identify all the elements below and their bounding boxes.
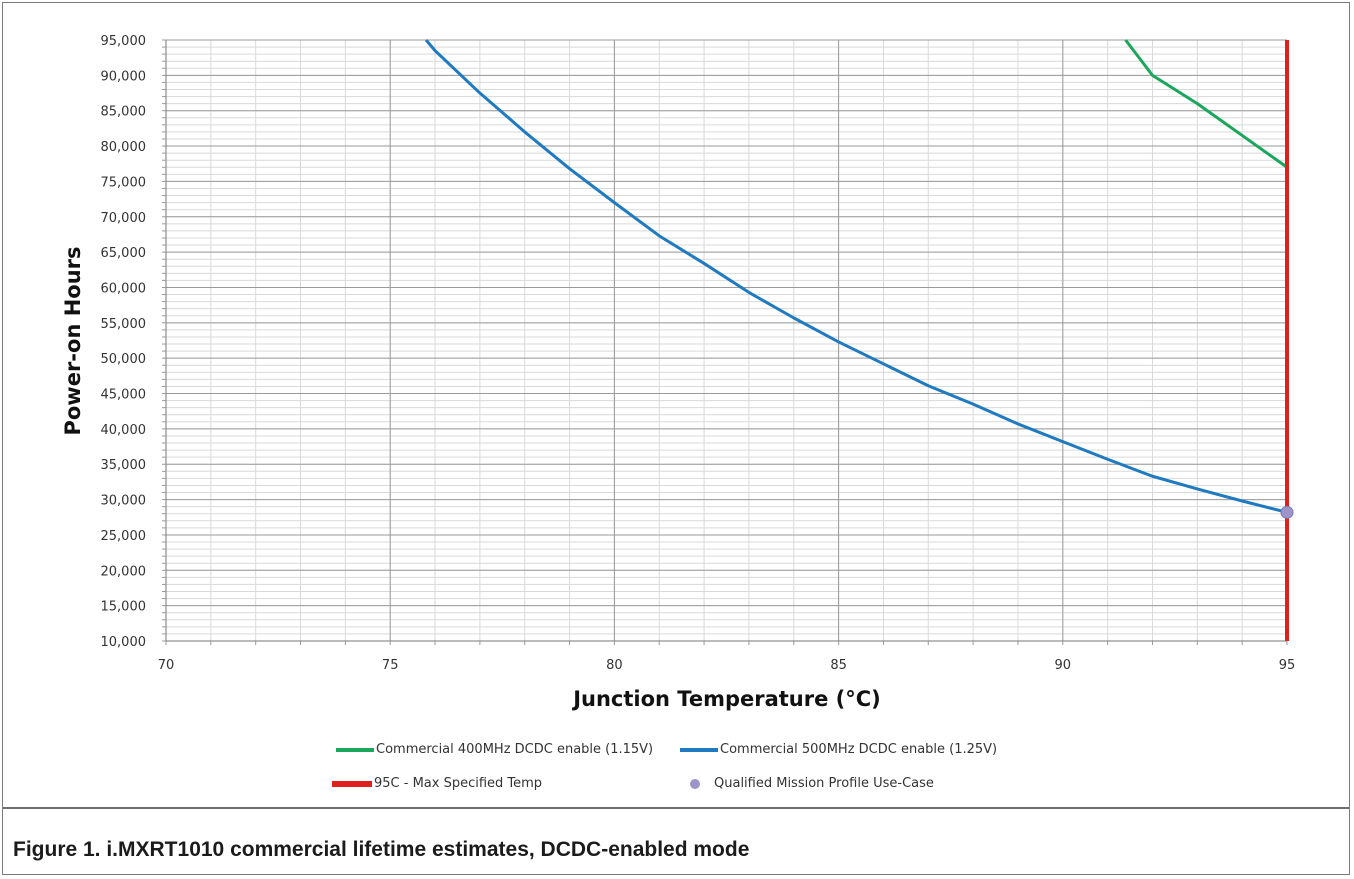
x-tick-label: 95 bbox=[1279, 658, 1296, 673]
axes bbox=[162, 39, 1288, 645]
y-tick-label: 35,000 bbox=[101, 458, 147, 473]
legend-swatch-500mhz bbox=[680, 747, 718, 752]
y-tick-label: 85,000 bbox=[101, 105, 147, 120]
x-tick-label: 90 bbox=[1055, 658, 1072, 673]
y-tick-labels: 10,000 15,000 20,000 25,000 30,000 35,000 40,0… bbox=[101, 34, 147, 650]
x-tick-label: 80 bbox=[606, 658, 623, 673]
y-axis-label: Power-on Hours bbox=[61, 246, 85, 435]
legend-label-mission-profile: Qualified Mission Profile Use-Case bbox=[714, 776, 934, 791]
legend-marker-mission-profile bbox=[690, 778, 700, 789]
legend-item-500mhz: Commercial 500MHz DCDC enable (1.25V) bbox=[680, 742, 997, 757]
y-tick-label: 45,000 bbox=[101, 388, 147, 403]
legend-swatch-max-temp bbox=[332, 780, 372, 787]
legend-label-400mhz: Commercial 400MHz DCDC enable (1.15V) bbox=[376, 742, 654, 757]
series-lines bbox=[424, 39, 1294, 641]
y-tick-label: 50,000 bbox=[101, 352, 147, 367]
x-tick-labels: 70 75 80 85 90 95 bbox=[158, 658, 1296, 673]
y-tick-label: 25,000 bbox=[101, 529, 147, 544]
legend-swatch-400mhz bbox=[336, 747, 374, 752]
y-tick-label: 55,000 bbox=[101, 317, 147, 332]
y-tick-label: 65,000 bbox=[101, 246, 147, 261]
x-tick-label: 70 bbox=[158, 658, 175, 673]
mission-profile-point bbox=[1280, 505, 1294, 519]
y-tick-label: 80,000 bbox=[101, 140, 147, 155]
major-grid bbox=[165, 39, 1288, 642]
y-tick-label: 75,000 bbox=[101, 175, 147, 190]
caption-divider bbox=[3, 807, 1349, 809]
y-tick-label: 40,000 bbox=[101, 423, 147, 438]
x-axis-label: Junction Temperature (°C) bbox=[571, 687, 881, 711]
legend-item-400mhz: Commercial 400MHz DCDC enable (1.15V) bbox=[336, 742, 653, 757]
figure-caption: Figure 1. i.MXRT1010 commercial lifetime… bbox=[13, 838, 750, 861]
y-tick-label: 30,000 bbox=[101, 494, 147, 509]
legend-item-max-temp: 95C - Max Specified Temp bbox=[332, 776, 542, 791]
minor-grid bbox=[165, 39, 1288, 642]
x-tick-label: 75 bbox=[382, 658, 399, 673]
y-tick-label: 10,000 bbox=[101, 635, 147, 650]
y-tick-label: 70,000 bbox=[101, 211, 147, 226]
y-tick-label: 15,000 bbox=[101, 600, 147, 615]
y-tick-label: 90,000 bbox=[101, 69, 147, 84]
y-tick-label: 95,000 bbox=[101, 34, 147, 49]
series-line-commercial-500mhz-dcdc-enable-1-25v bbox=[424, 39, 1288, 514]
x-tick-label: 85 bbox=[830, 658, 847, 673]
y-tick-label: 60,000 bbox=[101, 281, 147, 296]
legend-label-max-temp: 95C - Max Specified Temp bbox=[374, 776, 543, 791]
y-tick-label: 20,000 bbox=[101, 564, 147, 579]
legend-label-500mhz: Commercial 500MHz DCDC enable (1.25V) bbox=[720, 742, 998, 757]
series-line-commercial-400mhz-dcdc-enable-1-15v bbox=[1124, 39, 1288, 169]
legend-item-mission-profile: Qualified Mission Profile Use-Case bbox=[688, 776, 934, 791]
